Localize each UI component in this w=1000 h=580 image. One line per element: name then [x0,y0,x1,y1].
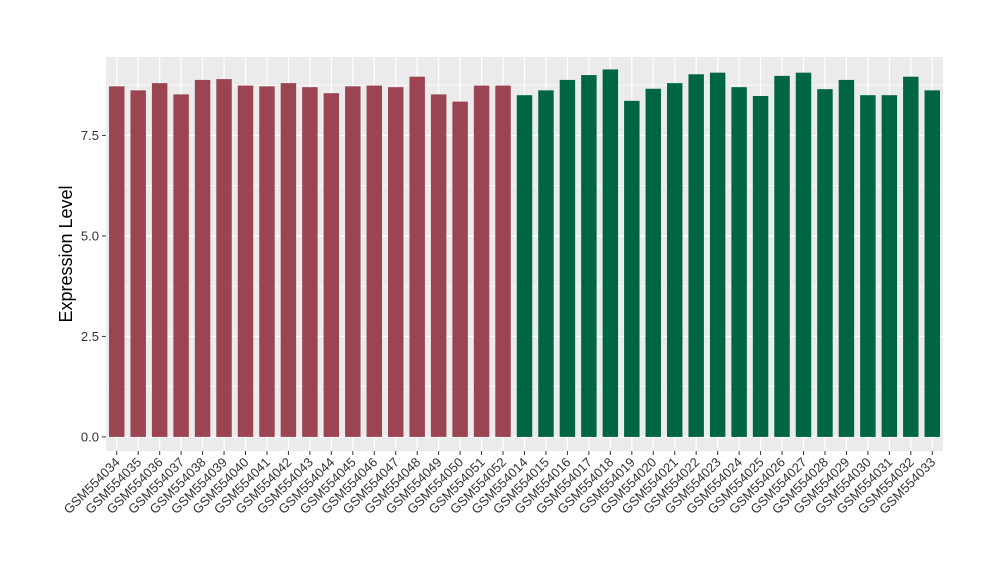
bar-GSM554043 [302,87,318,437]
bar-GSM554037 [173,94,189,437]
bar-GSM554044 [323,93,340,437]
bar-GSM554030 [860,95,876,437]
y-tick-label: 2.5 [81,329,99,344]
y-tick-label: 0.0 [81,429,99,444]
bar-GSM554022 [688,74,704,437]
bar-GSM554017 [581,75,597,437]
y-tick-label: 5.0 [81,228,99,243]
x-axis: GSM554034GSM554035GSM554036GSM554037GSM5… [61,451,938,517]
bar-GSM554027 [795,72,812,437]
bar-GSM554016 [559,79,576,437]
bar-GSM554038 [194,79,211,437]
bar-GSM554039 [216,79,232,437]
bar-GSM554031 [881,95,898,437]
bar-GSM554041 [259,86,275,437]
bar-GSM554026 [774,75,790,437]
bar-GSM554042 [280,83,297,437]
bar-GSM554014 [516,95,533,437]
bar-GSM554052 [495,85,511,437]
bar-GSM554033 [924,90,940,437]
bar-GSM554020 [645,88,661,437]
y-axis: 0.0 2.5 5.0 7.5 [81,128,106,444]
bar-GSM554051 [473,85,490,437]
bar-GSM554049 [430,94,447,437]
bar-GSM554021 [667,83,683,437]
bars [109,69,940,437]
y-tick-label: 7.5 [81,128,99,143]
bar-GSM554028 [817,89,833,437]
bar-GSM554015 [538,90,554,437]
bar-GSM554029 [838,79,855,437]
bar-GSM554047 [388,87,404,437]
bar-GSM554023 [709,72,726,437]
bar-GSM554040 [237,85,254,437]
bar-GSM554018 [602,69,619,437]
bar-GSM554050 [452,101,468,437]
bar-GSM554045 [345,86,361,437]
bar-GSM554025 [752,95,769,437]
bar-GSM554046 [366,85,382,437]
bar-GSM554034 [109,86,125,437]
bar-GSM554024 [731,87,747,437]
y-axis-title: Expression Level [56,185,76,322]
bar-GSM554032 [903,76,919,437]
bar-GSM554035 [130,90,146,437]
bar-GSM554048 [409,76,425,437]
bar-GSM554036 [151,83,168,437]
bar-GSM554019 [624,100,640,437]
